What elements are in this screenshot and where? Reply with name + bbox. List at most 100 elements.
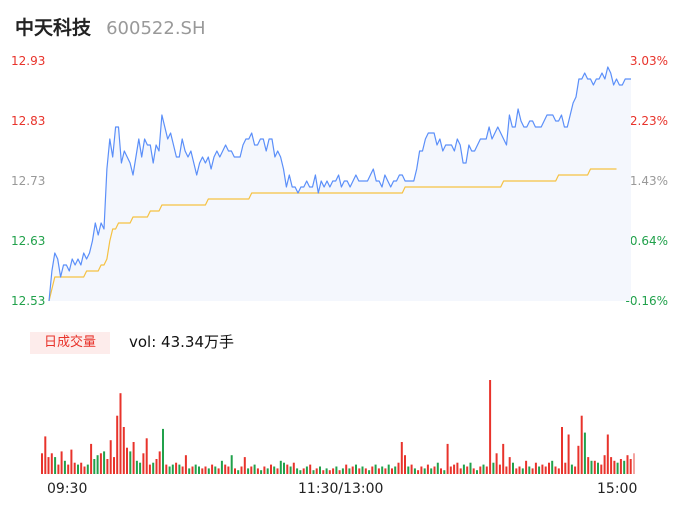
volume-bar bbox=[613, 460, 616, 474]
volume-bar bbox=[413, 468, 416, 474]
volume-bar bbox=[593, 460, 596, 474]
volume-bar bbox=[407, 466, 410, 474]
volume-bar bbox=[171, 464, 174, 474]
volume-bar bbox=[364, 468, 367, 474]
volume-panel bbox=[41, 380, 635, 474]
volume-bar bbox=[387, 464, 390, 474]
volume-bar bbox=[377, 468, 380, 474]
x-tick-0: 09:30 bbox=[47, 481, 88, 497]
volume-bar bbox=[426, 464, 429, 474]
volume-bar bbox=[198, 466, 200, 474]
volume-bar bbox=[90, 443, 93, 474]
volume-bar bbox=[279, 460, 282, 474]
volume-bar bbox=[564, 462, 567, 474]
volume-bar bbox=[508, 457, 511, 474]
volume-bar bbox=[305, 466, 308, 474]
volume-bar bbox=[626, 455, 629, 474]
volume-bar bbox=[361, 466, 364, 474]
volume-bar bbox=[253, 464, 256, 474]
volume-bar bbox=[492, 462, 495, 474]
volume-bar bbox=[204, 466, 207, 474]
volume-bar bbox=[145, 438, 148, 474]
volume-bar bbox=[175, 462, 178, 474]
y-tick-left-0: 12.93 bbox=[11, 54, 46, 68]
volume-bar bbox=[162, 428, 164, 474]
volume-bar bbox=[476, 470, 478, 474]
volume-bar bbox=[286, 464, 289, 474]
volume-bar bbox=[256, 468, 259, 474]
volume-bar bbox=[165, 464, 168, 474]
volume-bar bbox=[436, 462, 439, 474]
volume-bar bbox=[623, 460, 626, 474]
volume-bar bbox=[50, 453, 53, 474]
volume-readout: vol: 43.34万手 bbox=[129, 333, 234, 351]
volume-bar bbox=[237, 470, 240, 474]
volume-bar bbox=[181, 466, 184, 474]
volume-bar bbox=[132, 442, 135, 474]
volume-bar bbox=[289, 466, 292, 474]
volume-bar bbox=[109, 440, 112, 474]
volume-bar bbox=[319, 466, 321, 474]
volume-bar bbox=[135, 460, 138, 474]
volume-bar bbox=[489, 380, 492, 474]
volume-bar bbox=[600, 464, 603, 474]
volume-bar bbox=[220, 460, 223, 474]
volume-bar bbox=[276, 468, 279, 474]
volume-bar bbox=[341, 468, 344, 474]
volume-bar bbox=[574, 466, 577, 474]
volume-bar bbox=[525, 460, 528, 474]
volume-bar bbox=[86, 464, 89, 474]
volume-bar bbox=[453, 464, 456, 474]
volume-bar bbox=[119, 393, 122, 474]
volume-bar bbox=[266, 468, 269, 474]
volume-bar bbox=[270, 464, 272, 474]
volume-bar bbox=[184, 455, 187, 474]
y-tick-right-4: -0.16% bbox=[625, 294, 668, 308]
volume-bar bbox=[60, 451, 63, 474]
y-tick-right-1: 2.23% bbox=[629, 114, 668, 128]
volume-bar bbox=[122, 427, 125, 474]
volume-bar bbox=[250, 466, 253, 474]
volume-bar bbox=[309, 464, 312, 474]
volume-bar bbox=[561, 427, 563, 474]
volume-bar bbox=[129, 451, 132, 474]
volume-bar bbox=[515, 468, 518, 474]
volume-bar bbox=[188, 468, 191, 474]
volume-bar bbox=[178, 464, 181, 474]
volume-bar bbox=[417, 470, 420, 474]
volume-bar bbox=[400, 442, 403, 474]
volume-bar bbox=[446, 443, 449, 474]
volume-bar bbox=[433, 466, 436, 474]
volume-bar bbox=[629, 459, 632, 474]
volume-bar bbox=[557, 468, 560, 474]
y-tick-left-4: 12.53 bbox=[11, 294, 46, 308]
volume-bar bbox=[384, 468, 387, 474]
volume-bar bbox=[391, 468, 393, 474]
volume-bar bbox=[518, 466, 521, 474]
volume-bar bbox=[587, 457, 590, 474]
volume-bar bbox=[462, 464, 465, 474]
volume-bar bbox=[472, 468, 475, 474]
volume-bar bbox=[580, 415, 583, 474]
volume-bar bbox=[96, 455, 99, 474]
volume-bar bbox=[544, 466, 547, 474]
volume-bar bbox=[227, 466, 230, 474]
volume-bar bbox=[217, 468, 220, 474]
volume-bar bbox=[482, 464, 485, 474]
volume-bar bbox=[394, 466, 397, 474]
volume-bar bbox=[512, 462, 514, 474]
volume-bar bbox=[423, 468, 426, 474]
volume-bar bbox=[479, 466, 482, 474]
volume-bar bbox=[456, 462, 459, 474]
volume-bar bbox=[469, 462, 472, 474]
volume-bar bbox=[371, 466, 374, 474]
volume-bar bbox=[397, 462, 400, 474]
x-tick-2: 15:00 bbox=[597, 481, 638, 497]
volume-bar bbox=[528, 466, 531, 474]
volume-bar bbox=[495, 453, 498, 474]
volume-bar bbox=[332, 468, 335, 474]
volume-bar bbox=[583, 432, 586, 474]
volume-bar bbox=[211, 464, 214, 474]
volume-bar bbox=[273, 466, 276, 474]
volume-bar bbox=[191, 466, 194, 474]
